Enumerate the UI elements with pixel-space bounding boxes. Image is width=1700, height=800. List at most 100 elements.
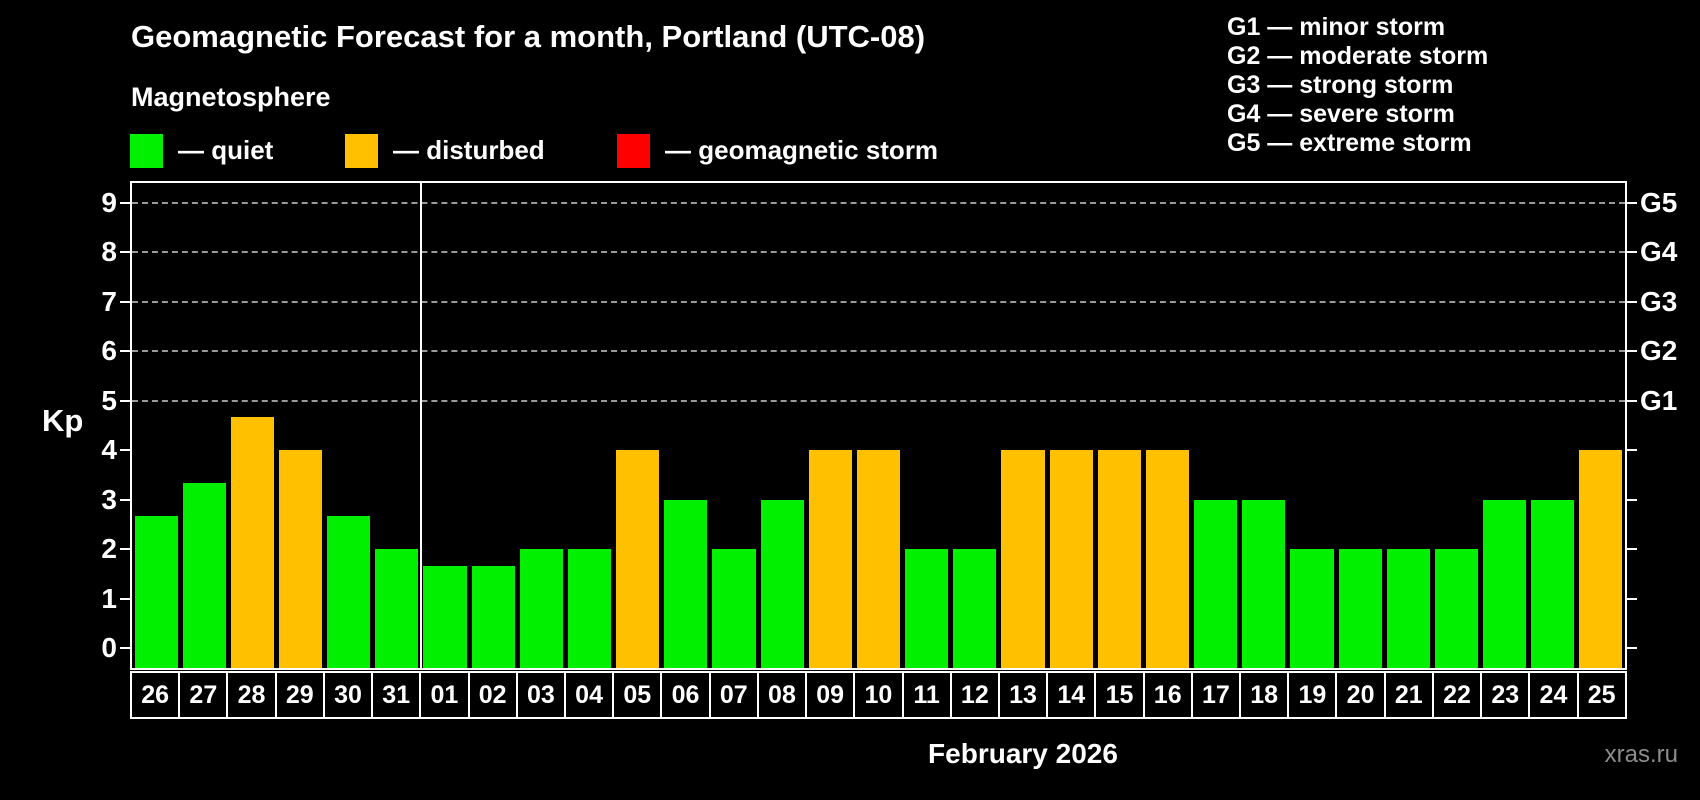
left-tick-kp8 — [120, 251, 130, 254]
kp-bar-day-04 — [567, 549, 612, 668]
kp-bar-day-26 — [134, 516, 178, 668]
kp-bar-day-05 — [616, 450, 660, 668]
kp-axis-title: Kp — [42, 403, 84, 438]
kp-bar-day-11 — [905, 549, 949, 668]
quiet-color-swatch — [130, 133, 163, 168]
kp-bar-day-30 — [327, 516, 371, 668]
kp-tick-label: 3 — [101, 483, 117, 515]
left-tick-kp3 — [120, 498, 130, 501]
date-cell-29: 29 — [274, 673, 323, 717]
kp-bar-day-02 — [471, 565, 515, 668]
gridline-kp8 — [132, 251, 1625, 254]
gridline-kp5 — [132, 399, 1625, 402]
left-tick-kp7 — [120, 300, 130, 303]
date-cell-03: 03 — [515, 673, 564, 717]
kp-bar-day-08 — [760, 499, 804, 668]
gridline-kp7 — [132, 300, 1625, 303]
kp-bar-day-07 — [712, 549, 756, 668]
storm-scale-line-g4: G4 — severe storm — [1227, 100, 1455, 128]
kp-tick-label: 0 — [101, 632, 117, 664]
storm-color-swatch — [617, 133, 650, 168]
date-cell-27: 27 — [178, 673, 226, 717]
left-tick-kp1 — [120, 597, 130, 600]
date-cell-17: 17 — [1190, 673, 1239, 717]
legend-label-disturbed: — disturbed — [393, 135, 545, 165]
watermark-xras: xras.ru — [1604, 741, 1678, 768]
date-axis-row: 26 27 28 29 30 31 01 02 03 04 05 06 07 08 09 10 11 12 13 14… — [130, 671, 1627, 719]
kp-tick-label: 7 — [101, 285, 117, 317]
date-cell-25: 25 — [1576, 673, 1625, 717]
kp-bar-day-16 — [1145, 450, 1190, 668]
left-tick-kp5 — [120, 399, 130, 402]
legend-label-quiet: — quiet — [178, 135, 274, 165]
g-scale-label-g4: G4 — [1640, 236, 1678, 268]
date-cell-26: 26 — [141, 680, 170, 709]
left-tick-kp2 — [120, 548, 130, 551]
kp-tick-label: 5 — [101, 384, 117, 416]
date-cell-01: 01 — [419, 673, 467, 717]
kp-bar-day-25 — [1579, 450, 1623, 668]
kp-bar-day-03 — [519, 549, 563, 668]
kp-bar-day-17 — [1194, 499, 1238, 668]
kp-bar-day-09 — [808, 450, 852, 668]
date-cell-30: 30 — [322, 673, 371, 717]
kp-tick-label: 9 — [101, 186, 117, 218]
kp-bar-day-20 — [1338, 549, 1382, 668]
left-tick-kp4 — [120, 449, 130, 452]
date-cell-19: 19 — [1287, 673, 1335, 717]
date-cell-20: 20 — [1335, 673, 1383, 717]
date-cell-14: 14 — [1046, 673, 1094, 717]
kp-bar-day-23 — [1483, 499, 1527, 668]
kp-bar-day-01 — [423, 565, 467, 668]
kp-tick-label: 8 — [101, 236, 117, 268]
kp-bar-day-10 — [856, 450, 901, 668]
date-cell-10: 10 — [853, 673, 901, 717]
page-title: Geomagnetic Forecast for a month, Portla… — [131, 19, 926, 54]
month-label: February 2026 — [928, 738, 1118, 769]
date-cell-02: 02 — [467, 673, 516, 717]
storm-scale-line-g2: G2 — moderate storm — [1227, 42, 1489, 70]
date-cell-05: 05 — [612, 673, 660, 717]
plot-area: 0 1 2 3 4 5 6 7 8 9 G1 G2 G3 G4 G5 — [101, 181, 1677, 670]
date-cell-11: 11 — [901, 673, 950, 717]
date-cell-07: 07 — [708, 673, 757, 717]
right-tick-kp2 — [1627, 548, 1637, 551]
storm-scale-line-g5: G5 — extreme storm — [1227, 129, 1472, 157]
magnetosphere-label: Magnetosphere — [131, 82, 331, 112]
date-cell-04: 04 — [563, 673, 612, 717]
disturbed-color-swatch — [345, 133, 378, 168]
date-cell-15: 15 — [1094, 673, 1142, 717]
date-cell-31: 31 — [371, 673, 419, 717]
kp-bar-day-15 — [1097, 450, 1141, 668]
right-tick-kp3 — [1627, 498, 1637, 501]
month-separator-line — [419, 183, 422, 668]
kp-bar-day-29 — [278, 450, 323, 668]
right-tick-kp6 — [1627, 350, 1637, 353]
right-tick-kp8 — [1627, 251, 1637, 254]
kp-tick-label: 1 — [101, 582, 117, 614]
gridline-kp9 — [132, 201, 1625, 204]
legend-item-disturbed: — disturbed — [345, 133, 545, 168]
right-tick-kp0 — [1627, 647, 1637, 650]
date-cell-16: 16 — [1142, 673, 1191, 717]
kp-bar-day-13 — [1001, 450, 1045, 668]
left-tick-kp0 — [120, 647, 130, 650]
date-cell-21: 21 — [1383, 673, 1432, 717]
date-cell-18: 18 — [1239, 673, 1287, 717]
date-cell-13: 13 — [997, 673, 1046, 717]
legend-item-quiet: — quiet — [130, 133, 273, 168]
g-scale-label-g2: G2 — [1640, 335, 1678, 367]
kp-bar-day-19 — [1290, 549, 1334, 668]
kp-bar-day-18 — [1242, 499, 1286, 668]
date-cell-28: 28 — [226, 673, 274, 717]
kp-bar-day-14 — [1049, 450, 1093, 668]
left-tick-kp9 — [120, 201, 130, 204]
kp-bar-day-27 — [182, 483, 226, 668]
right-tick-kp4 — [1627, 449, 1637, 452]
right-tick-kp1 — [1627, 597, 1637, 600]
kp-bar-day-31 — [375, 549, 419, 668]
g-scale-label-g5: G5 — [1640, 186, 1678, 218]
kp-bar-day-21 — [1386, 549, 1430, 668]
storm-scale-legend: G1 — minor storm G2 — moderate storm G3 — … — [1227, 13, 1488, 158]
kp-bar-day-24 — [1531, 499, 1575, 668]
